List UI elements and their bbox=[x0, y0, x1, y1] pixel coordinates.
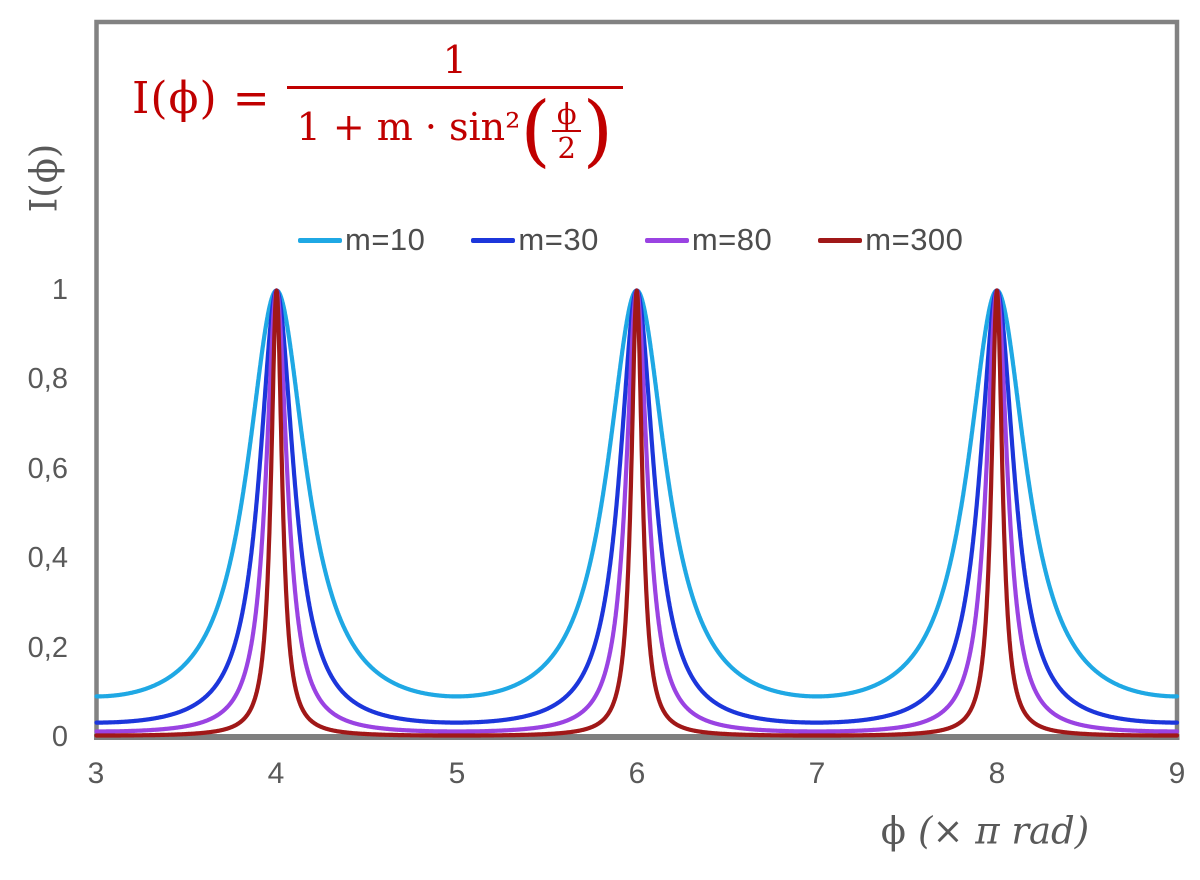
legend-item-m10: m=10 bbox=[298, 222, 425, 258]
x-axis-title: ϕ (× π rad) bbox=[881, 810, 1089, 853]
legend-swatch-m80 bbox=[644, 237, 689, 243]
y-tick-1: 1 bbox=[51, 274, 68, 306]
x-tick-3: 3 bbox=[87, 757, 105, 790]
legend-label-m300: m=300 bbox=[865, 222, 964, 257]
y-tick-0: 0 bbox=[51, 721, 68, 753]
x-tick-5: 5 bbox=[448, 757, 466, 790]
inner-fraction: ϕ 2 bbox=[552, 99, 582, 164]
x-tick-7: 7 bbox=[808, 757, 826, 790]
formula-fraction: 1 1 + m · sin² ( ϕ 2 ) bbox=[286, 38, 624, 170]
series-line-m-300 bbox=[94, 288, 1180, 738]
formula-annotation: I(ϕ) = 1 1 + m · sin² ( ϕ 2 ) bbox=[132, 38, 624, 170]
legend-label-m30: m=30 bbox=[518, 222, 599, 257]
inner-denominator: 2 bbox=[552, 130, 581, 164]
x-tick-9: 9 bbox=[1168, 757, 1186, 790]
series-line-m-80 bbox=[94, 288, 1180, 734]
formula-lhs: I(ϕ) = bbox=[132, 73, 271, 125]
formula-denominator-prefix: 1 + m · sin² bbox=[296, 105, 521, 150]
legend-label-m80: m=80 bbox=[691, 222, 773, 257]
formula-numerator: 1 bbox=[442, 38, 467, 82]
y-tick-0-2: 0,2 bbox=[27, 632, 68, 664]
inner-numerator: ϕ bbox=[556, 97, 577, 131]
legend-swatch-m300 bbox=[818, 237, 863, 243]
y-tick-0-6: 0,6 bbox=[27, 453, 68, 485]
x-tick-8: 8 bbox=[988, 757, 1006, 790]
series-line-m-30 bbox=[94, 288, 1180, 725]
y-tick-0-8: 0,8 bbox=[27, 363, 68, 395]
legend-item-m80: m=80 bbox=[644, 222, 773, 258]
legend-swatch-m30 bbox=[471, 237, 516, 243]
legend: m=10 m=30 m=80 m=300 bbox=[298, 222, 963, 258]
legend-label-m10: m=10 bbox=[345, 222, 426, 257]
y-tick-0-4: 0,4 bbox=[27, 542, 68, 574]
y-axis-title: I(ϕ) bbox=[22, 143, 66, 213]
x-tick-6: 6 bbox=[628, 757, 646, 790]
x-tick-4: 4 bbox=[267, 757, 285, 790]
curves-group bbox=[94, 288, 1180, 738]
legend-item-m30: m=30 bbox=[471, 222, 598, 258]
legend-item-m300: m=300 bbox=[818, 222, 963, 258]
x-axis-title-symbol: ϕ bbox=[880, 809, 907, 853]
legend-swatch-m10 bbox=[298, 237, 342, 243]
formula-denominator: 1 + m · sin² ( ϕ 2 ) bbox=[286, 86, 624, 170]
x-axis-title-units: (× π rad) bbox=[918, 809, 1090, 853]
